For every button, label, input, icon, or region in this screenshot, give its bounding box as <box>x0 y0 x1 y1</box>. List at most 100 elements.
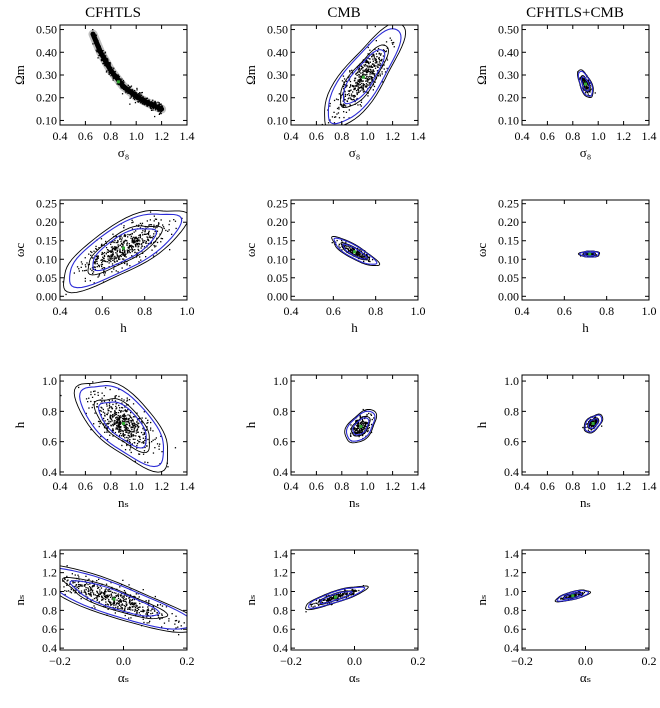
sample-point <box>154 241 157 243</box>
sample-point <box>361 431 363 433</box>
sample-point <box>118 426 120 428</box>
sample-point <box>89 268 92 270</box>
sample-point <box>148 609 150 612</box>
sample-point <box>583 80 585 82</box>
sample-point <box>372 69 374 71</box>
sample-point <box>93 261 96 263</box>
sample-point <box>363 73 365 75</box>
sample-point <box>151 612 154 614</box>
sample-point <box>139 235 142 237</box>
sample-point <box>81 263 83 265</box>
sample-point <box>94 266 96 269</box>
sample-point <box>136 607 138 610</box>
sample-point <box>210 634 211 635</box>
sample-point <box>112 79 114 81</box>
sample-point <box>341 249 343 251</box>
sample-point <box>116 419 118 421</box>
sample-point <box>109 603 112 605</box>
sample-point <box>315 602 318 604</box>
sample-point <box>362 74 364 76</box>
sample-point <box>593 417 595 419</box>
sample-point <box>364 257 366 259</box>
sample-point <box>129 265 131 267</box>
sample-point <box>154 100 156 102</box>
sample-point <box>362 85 365 87</box>
sample-point <box>386 67 388 70</box>
sample-point <box>78 591 80 593</box>
y-tick-label: 0.30 <box>498 68 519 82</box>
sample-point <box>84 580 86 582</box>
sample-point <box>355 73 357 75</box>
sample-point <box>178 620 180 622</box>
sample-point <box>177 626 179 628</box>
sample-point <box>364 423 367 425</box>
sample-point <box>119 416 121 418</box>
sample-point <box>116 260 118 262</box>
sample-point <box>363 426 365 429</box>
y-tick-label: 1.0 <box>273 585 288 599</box>
sample-point <box>373 64 375 67</box>
sample-point <box>347 76 349 79</box>
sample-point <box>359 431 361 433</box>
contour-inner-1sigma <box>62 577 169 620</box>
sample-point <box>118 429 121 431</box>
sample-point <box>368 71 370 73</box>
sample-point <box>123 240 125 242</box>
sample-point <box>367 57 369 59</box>
plot-data <box>321 25 407 125</box>
sample-point <box>88 397 90 399</box>
sample-point <box>117 414 119 417</box>
sample-point <box>589 421 591 423</box>
x-tick-label: 1.0 <box>591 129 606 143</box>
sample-point <box>151 608 153 610</box>
sample-point <box>159 110 161 113</box>
sample-point <box>152 439 154 441</box>
sample-point <box>146 426 148 428</box>
sample-point <box>90 593 92 595</box>
sample-point <box>356 84 359 86</box>
sample-point <box>122 249 124 252</box>
sample-point <box>113 257 115 259</box>
sample-point <box>146 613 149 616</box>
sample-point <box>156 241 159 244</box>
best-fit-marker <box>333 595 337 599</box>
sample-point <box>595 420 598 422</box>
x-tick-label: −0.2 <box>511 654 533 668</box>
sample-point <box>345 247 347 249</box>
sample-point <box>351 99 353 101</box>
sample-point <box>111 407 113 409</box>
y-tick-label: 0.6 <box>273 435 288 449</box>
sample-point <box>329 599 331 601</box>
sample-point <box>373 70 375 72</box>
sample-point <box>328 599 330 601</box>
sample-point <box>369 260 371 263</box>
sample-point <box>128 422 130 424</box>
sample-point <box>101 253 103 255</box>
sample-point <box>370 76 373 78</box>
sample-point <box>343 594 345 596</box>
sample-point <box>353 593 355 595</box>
sample-point <box>106 427 108 429</box>
sample-point <box>367 92 369 94</box>
sample-point <box>108 410 110 412</box>
sample-point <box>134 90 136 92</box>
sample-point <box>357 69 360 71</box>
sample-point <box>122 611 124 613</box>
x-tick-label: 0.6 <box>78 479 93 493</box>
sample-point <box>96 248 98 250</box>
sample-point <box>161 238 164 240</box>
sample-point <box>369 81 371 84</box>
sample-point <box>389 37 391 39</box>
sample-point <box>143 442 145 444</box>
sample-point <box>139 92 141 94</box>
sample-point <box>329 119 331 121</box>
plot-frame <box>290 199 419 301</box>
x-tick-label: 0.6 <box>309 129 324 143</box>
sample-point <box>87 401 89 403</box>
sample-point <box>329 102 331 105</box>
sample-point <box>131 255 133 257</box>
sample-point <box>152 605 154 607</box>
sample-point <box>146 422 148 424</box>
plot-frame <box>59 24 188 126</box>
sample-point <box>150 109 153 111</box>
